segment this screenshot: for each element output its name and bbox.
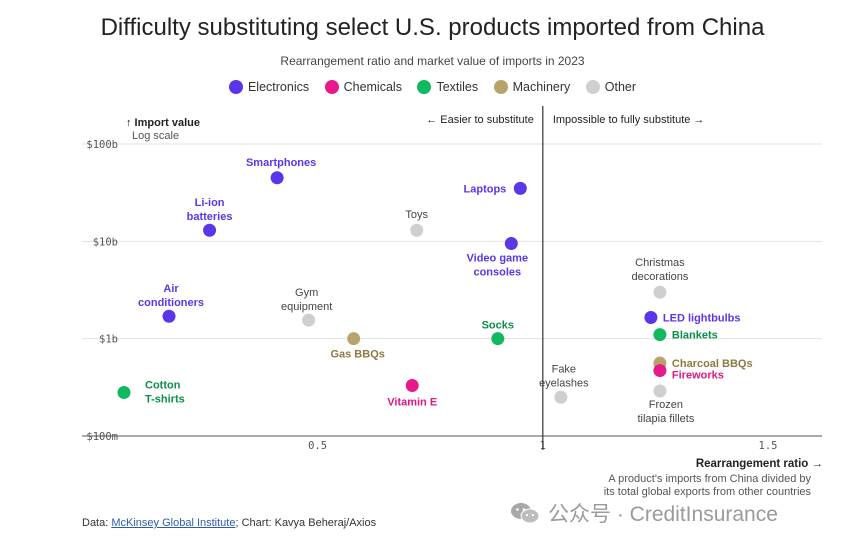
legend-item-machinery: Machinery [493,80,571,94]
point-label: Socks [482,320,514,332]
y-tick-label: $1b [99,334,118,346]
scatter-point [491,332,505,346]
divider-right-label: Impossible to fully substitute → [553,114,705,126]
chart-subtitle: Rearrangement ratio and market value of … [280,54,585,68]
point-label: batteries [187,211,233,223]
point-label: Video game [467,253,529,265]
footer-prefix: Data: [82,517,112,529]
divider-left-label: ← Easier to substitute [426,114,534,126]
watermark-text: 公众号 · CreditInsurance [548,503,778,526]
x-tick-label: 0.5 [308,440,327,452]
y-axis-label: ↑ Import value [126,117,200,129]
scatter-point [347,332,361,346]
legend-swatch [493,80,508,94]
y-tick-label: $100m [86,431,118,443]
legend-item-electronics: Electronics [228,80,310,94]
scatter-point [644,310,658,324]
point-label: Cotton [145,379,181,391]
point-label: Gym [295,287,318,299]
point-label: Vitamin E [387,397,437,409]
point-label: Air [163,283,179,295]
legend-item-textiles: Textiles [417,80,478,94]
chart-title: Difficulty substituting select U.S. prod… [100,14,765,41]
point-label: Toys [405,209,428,221]
scatter-point [554,390,568,404]
scatter-point [117,385,131,399]
footer-suffix: ; Chart: Kavya Beheraj/Axios [235,517,377,529]
legend-swatch [585,80,600,94]
scatter-point [513,181,527,195]
legend-swatch [417,80,432,94]
legend-swatch [324,80,339,94]
point-label: conditioners [138,297,204,309]
point-label: Smartphones [246,157,316,169]
point-label: eyelashes [539,377,589,389]
legend-label: Textiles [436,80,479,94]
scatter-point [410,223,424,237]
scatter-point [504,237,518,251]
legend-label: Chemicals [343,80,402,94]
x-axis-note-line2: its total global exports from other coun… [604,486,812,498]
scatter-point [270,171,284,185]
point-label: Li-ion [195,197,225,209]
scatter-point [162,309,176,323]
y-axis-note: Log scale [132,130,179,142]
y-tick-label: $100b [86,139,118,151]
wechat-icon [510,502,540,524]
point-label: Charcoal BBQs [672,358,753,370]
legend-item-other: Other [585,80,637,94]
y-tick-label: $10b [93,236,118,248]
chart-footer: Data: McKinsey Global Institute; Chart: … [82,517,376,529]
legend-item-chemicals: Chemicals [324,80,402,94]
point-label: Christmas [635,257,685,269]
scatter-point [653,328,667,342]
point-label: T-shirts [145,393,185,405]
point-label: equipment [281,301,332,313]
legend: Electronics Chemicals Textiles Machinery… [0,80,865,97]
scatter-point [653,384,667,398]
point-label: Laptops [464,183,507,195]
scatter-point [203,223,217,237]
point-label: tilapia fillets [637,413,694,425]
x-tick-label: 1.5 [759,440,778,452]
point-label: decorations [631,271,688,283]
scatter-point [405,379,419,393]
scatter-point [653,364,667,378]
point-label: consoles [473,267,521,279]
scatter-point [653,285,667,299]
point-label: LED lightbulbs [663,312,741,324]
legend-swatch [228,80,243,94]
x-axis-label: Rearrangement ratio → [696,458,823,470]
point-label: Fireworks [672,370,724,382]
legend-label: Other [604,80,637,94]
point-label: Gas BBQs [330,349,384,361]
legend-label: Electronics [247,80,310,94]
point-label: Fake [552,363,576,375]
source-link[interactable]: McKinsey Global Institute [111,517,236,529]
scatter-point [302,313,316,327]
x-axis-note-line1: A product's imports from China divided b… [608,473,811,485]
watermark: 公众号 · CreditInsurance [510,498,778,528]
legend-label: Machinery [512,80,571,94]
point-label: Blankets [672,330,718,342]
point-label: Frozen [649,399,683,411]
